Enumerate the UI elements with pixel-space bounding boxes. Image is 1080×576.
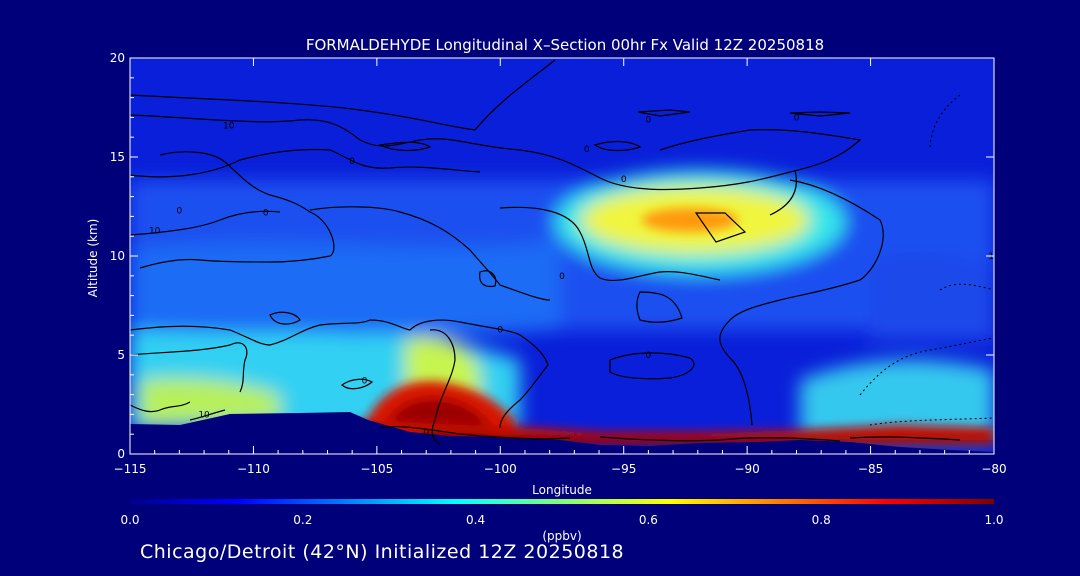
y-tick-label: 0	[117, 447, 125, 461]
contour-line	[130, 401, 226, 421]
contour-label: 10	[223, 121, 235, 131]
y-tick-label: 20	[110, 51, 125, 65]
contour-line	[694, 212, 747, 243]
x-tick-label: −110	[237, 462, 270, 476]
contour-line	[719, 169, 884, 426]
contour-line	[849, 436, 961, 441]
x-axis-label: Longitude	[532, 483, 592, 497]
x-tick-label: −95	[611, 462, 636, 476]
colorbar-tick-label: 0.4	[466, 513, 485, 527]
contour-line	[130, 210, 281, 236]
contour-line-dashed	[859, 337, 994, 396]
contour-label: 0	[362, 377, 368, 387]
contour-line	[139, 151, 335, 269]
y-tick-label: 15	[110, 150, 125, 164]
contour-label: 0	[646, 115, 652, 125]
contour-line-dashed	[929, 94, 961, 151]
contour-line	[789, 111, 851, 117]
x-axis: −115 −110 −105 −100 −95 −90 −85 −80	[114, 58, 1007, 476]
contour-label: 0	[794, 113, 800, 123]
dashed-contours	[859, 94, 994, 426]
contour-line	[429, 329, 456, 445]
contour-line	[636, 291, 683, 323]
y-axis-label: Altitude (km)	[86, 219, 100, 298]
contour-label: 0	[423, 428, 429, 438]
contour-label: 0	[584, 145, 590, 155]
contour-line-dashed	[939, 283, 994, 291]
colorbar-tick-label: 0.8	[812, 513, 831, 527]
contour-line	[637, 109, 691, 117]
contour-label: 0	[263, 208, 269, 218]
y-tick-label: 10	[110, 249, 125, 263]
contour-line	[341, 378, 374, 390]
x-tick-label: −115	[114, 462, 147, 476]
contour-line	[130, 325, 271, 393]
contour-line	[130, 148, 481, 178]
contour-line	[269, 319, 549, 429]
contour-line	[593, 140, 642, 152]
contour-line	[269, 311, 301, 325]
contour-line	[309, 206, 551, 301]
y-tick-label: 5	[117, 348, 125, 362]
contour-label: 0	[177, 206, 183, 216]
contour-line	[130, 114, 862, 191]
contour-label: 10	[149, 226, 161, 236]
contour-label: 0	[497, 325, 503, 335]
colorbar-tick-label: 0.6	[639, 513, 658, 527]
contour-line	[499, 206, 721, 282]
contour-label: 10	[198, 410, 210, 420]
contour-label: 10	[988, 252, 1000, 262]
footer-caption: Chicago/Detroit (42°N) Initialized 12Z 2…	[140, 541, 625, 563]
colorbar-tick-label: 1.0	[984, 513, 1003, 527]
field-upper-plume-core	[642, 208, 738, 232]
contour-label: 0	[646, 351, 652, 361]
contour-line	[599, 436, 841, 442]
x-tick-label: −90	[734, 462, 759, 476]
colorbar-ticks: 0.0 0.2 0.4 0.6 0.8 1.0	[120, 513, 1003, 527]
heatmap-field: 10 10 0 0 0 0 0 0 0 0 0 0 0 10 0 10	[130, 58, 1000, 454]
contour-line	[130, 59, 556, 131]
contour-line	[479, 270, 497, 288]
field-mid-troposphere	[130, 240, 560, 338]
contour-lines	[130, 59, 961, 445]
contour-line-dashed	[869, 417, 994, 426]
x-tick-label: −105	[360, 462, 393, 476]
x-tick-label: −80	[981, 462, 1006, 476]
colorbar-tick-label: 0.0	[120, 513, 139, 527]
contour-line	[379, 426, 571, 440]
terrain	[130, 412, 994, 454]
field-east-mid	[870, 251, 994, 340]
contour-label: 0	[349, 157, 355, 167]
contour-label: 0	[559, 272, 565, 282]
contour-line	[377, 141, 432, 152]
x-tick-label: −85	[858, 462, 883, 476]
field-lower-west-warm	[140, 378, 280, 425]
y-axis: 0 5 10 15 20	[110, 51, 994, 461]
contour-line	[609, 352, 695, 380]
contour-label: 0	[621, 175, 627, 185]
chart-title: FORMALDEHYDE Longitudinal X–Section 00hr…	[306, 36, 824, 54]
contour-label-layer: 10 10 0 0 0 0 0 0 0 0 0 0 0 10 0 10	[149, 113, 1000, 438]
x-tick-label: −100	[484, 462, 517, 476]
colorbar-label: (ppbv)	[542, 529, 581, 543]
colorbar-tick-label: 0.2	[293, 513, 312, 527]
colorbar	[130, 499, 994, 504]
